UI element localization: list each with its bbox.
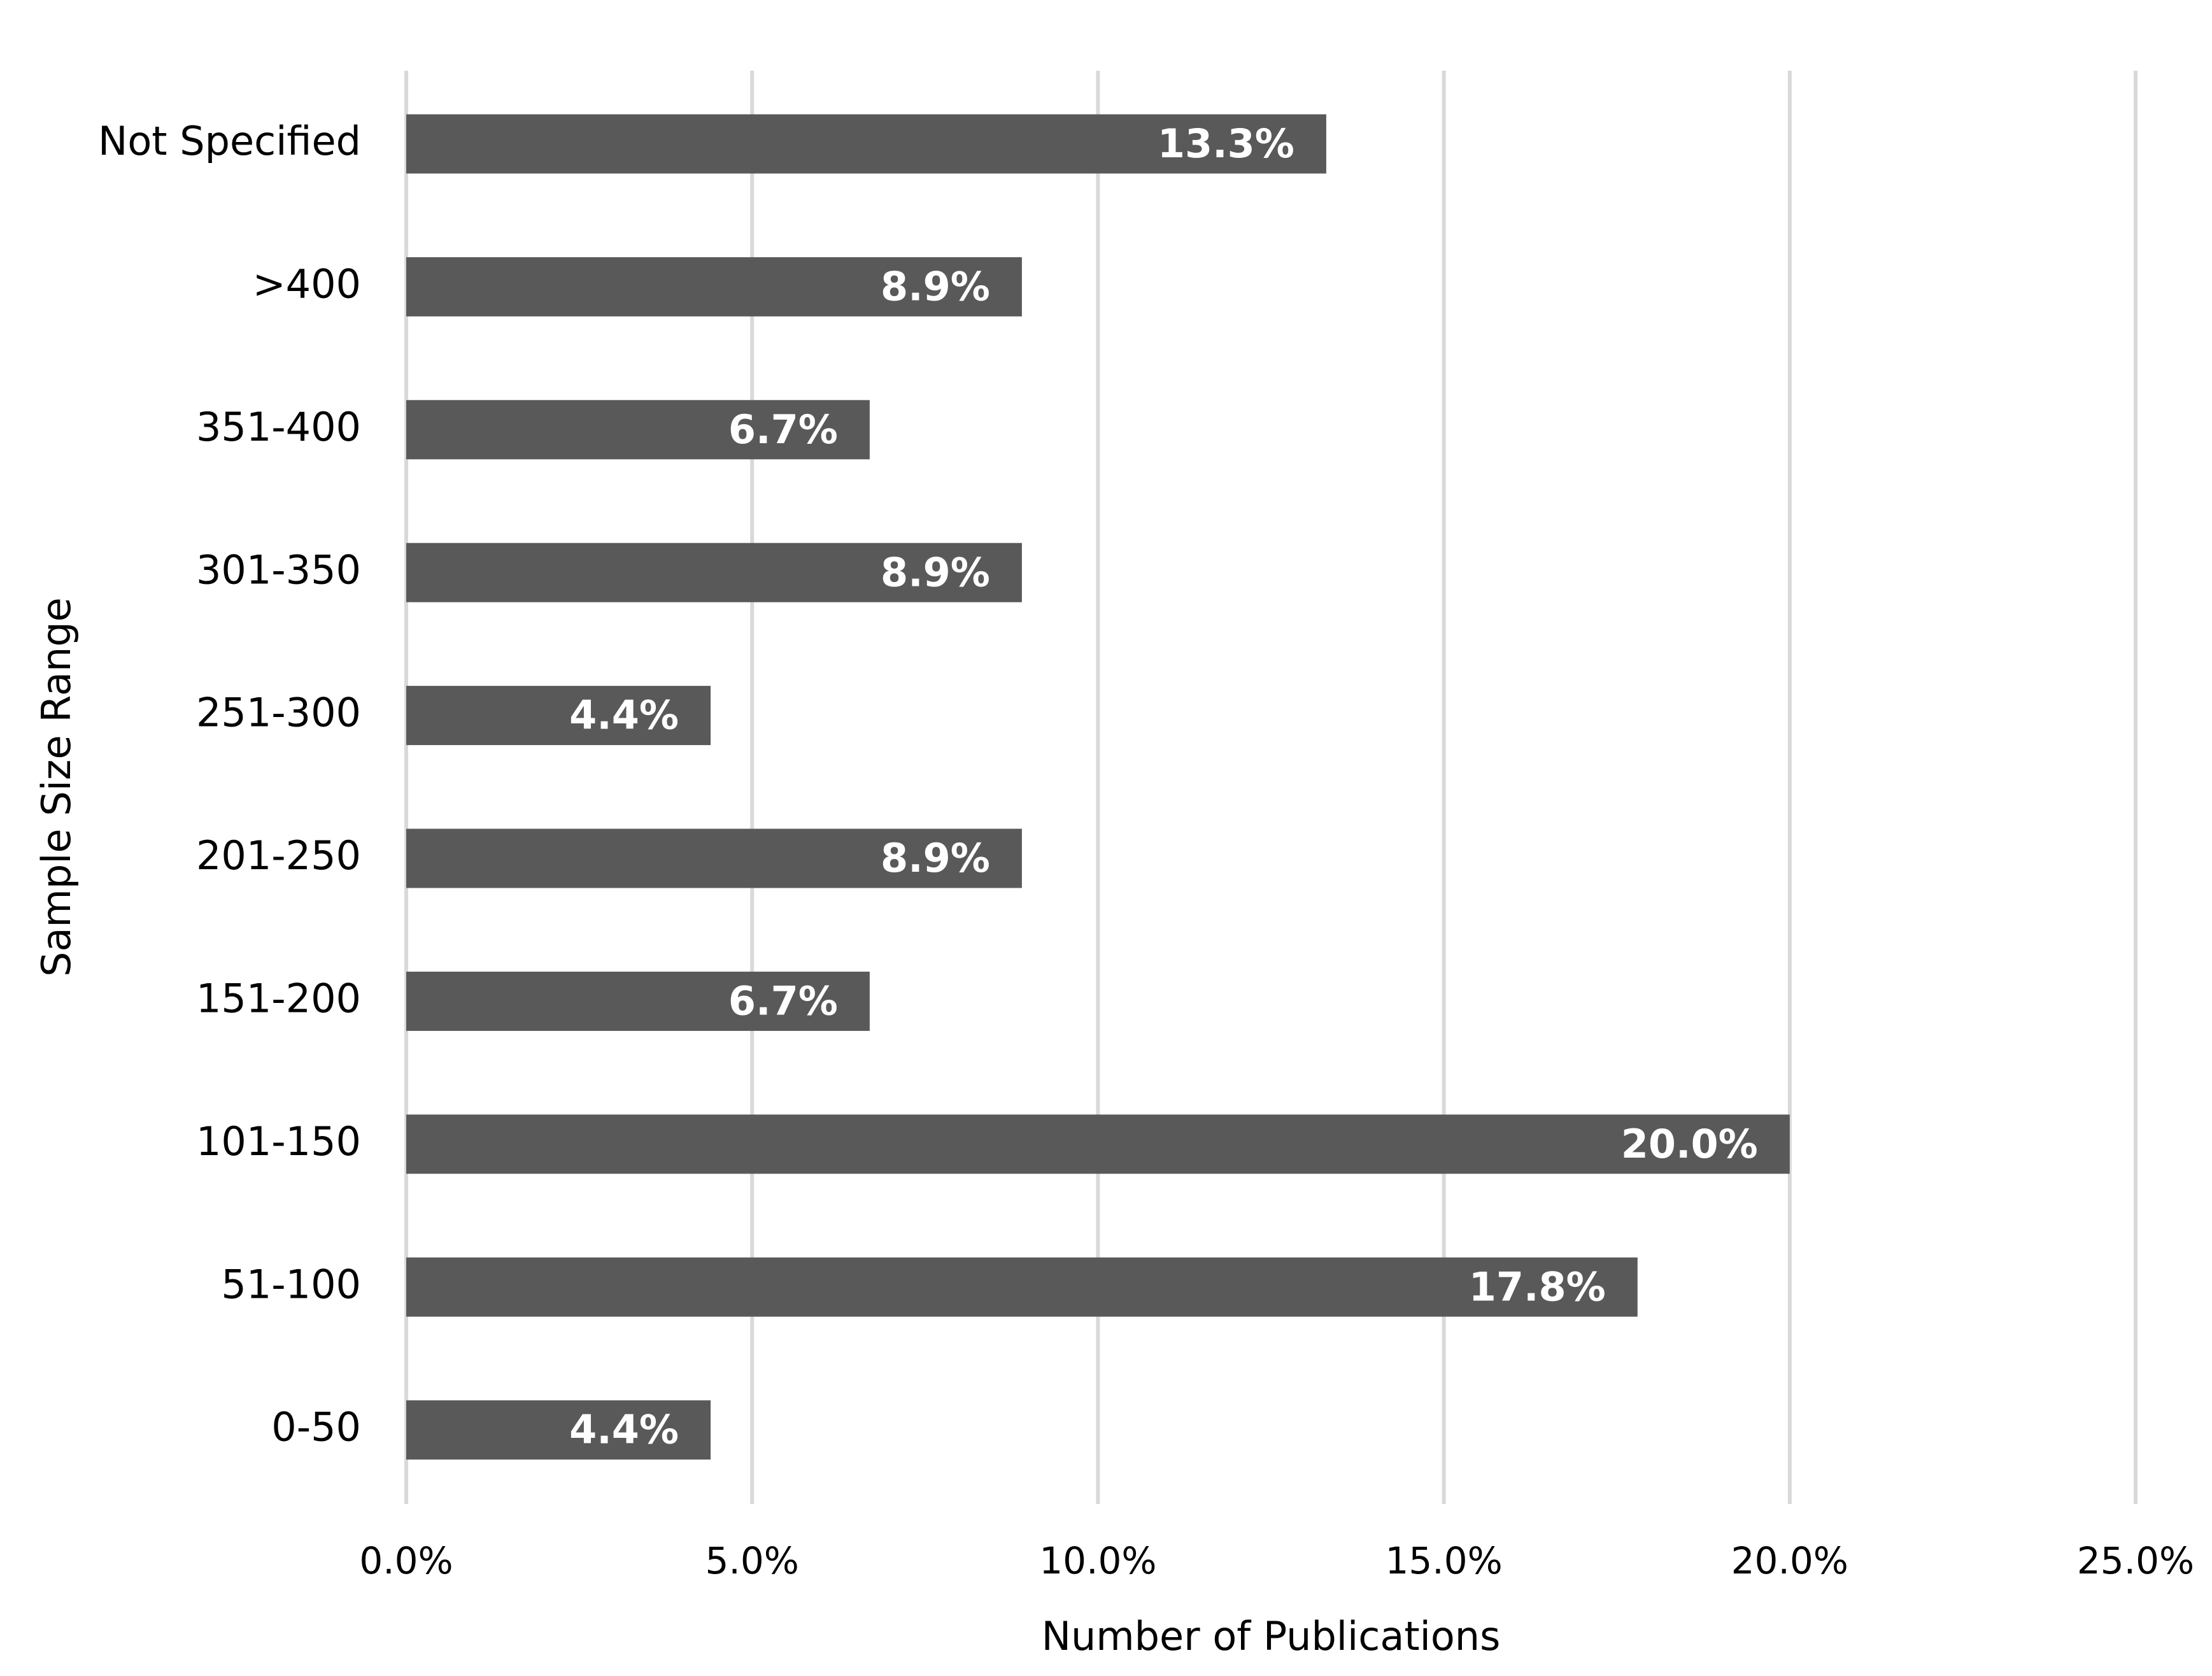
y-tick-label: >400 xyxy=(253,260,361,307)
y-tick-label: 151-200 xyxy=(196,975,361,1021)
y-tick-label: 351-400 xyxy=(196,404,361,450)
value-label: 8.9% xyxy=(881,263,990,309)
value-label: 13.3% xyxy=(1158,120,1294,167)
value-label: 6.7% xyxy=(728,977,838,1024)
bar xyxy=(406,400,870,460)
x-axis-title: Number of Publications xyxy=(1042,1613,1501,1659)
x-tick-label: 20.0% xyxy=(1731,1539,1848,1582)
x-tick-label: 5.0% xyxy=(705,1539,799,1582)
x-tick-label: 25.0% xyxy=(2077,1539,2194,1582)
y-axis-title: Sample Size Range xyxy=(33,597,80,977)
value-label: 20.0% xyxy=(1621,1121,1758,1167)
value-label: 8.9% xyxy=(881,835,990,881)
x-tick-label: 15.0% xyxy=(1385,1539,1502,1582)
y-tick-label: 301-350 xyxy=(196,546,361,593)
y-tick-label: 251-300 xyxy=(196,690,361,736)
bar xyxy=(406,971,870,1031)
value-label: 8.9% xyxy=(881,549,990,595)
value-label: 6.7% xyxy=(728,406,838,453)
bar xyxy=(406,1257,1638,1317)
y-tick-label: 51-100 xyxy=(221,1261,361,1307)
bar xyxy=(406,543,1022,602)
value-label: 17.8% xyxy=(1469,1263,1606,1310)
bar xyxy=(406,1114,1790,1174)
y-tick-label: 101-150 xyxy=(196,1118,361,1165)
value-label: 4.4% xyxy=(569,692,679,739)
bar xyxy=(406,257,1022,316)
y-tick-label: 0-50 xyxy=(271,1404,361,1451)
y-tick-label: 201-250 xyxy=(196,832,361,879)
y-tick-label: Not Specified xyxy=(98,118,361,164)
x-tick-label: 10.0% xyxy=(1039,1539,1156,1582)
bar xyxy=(406,114,1326,174)
bar xyxy=(406,1400,711,1460)
bar xyxy=(406,828,1022,888)
x-tick-label: 0.0% xyxy=(359,1539,453,1582)
bar xyxy=(406,686,711,746)
value-label: 4.4% xyxy=(569,1407,679,1453)
